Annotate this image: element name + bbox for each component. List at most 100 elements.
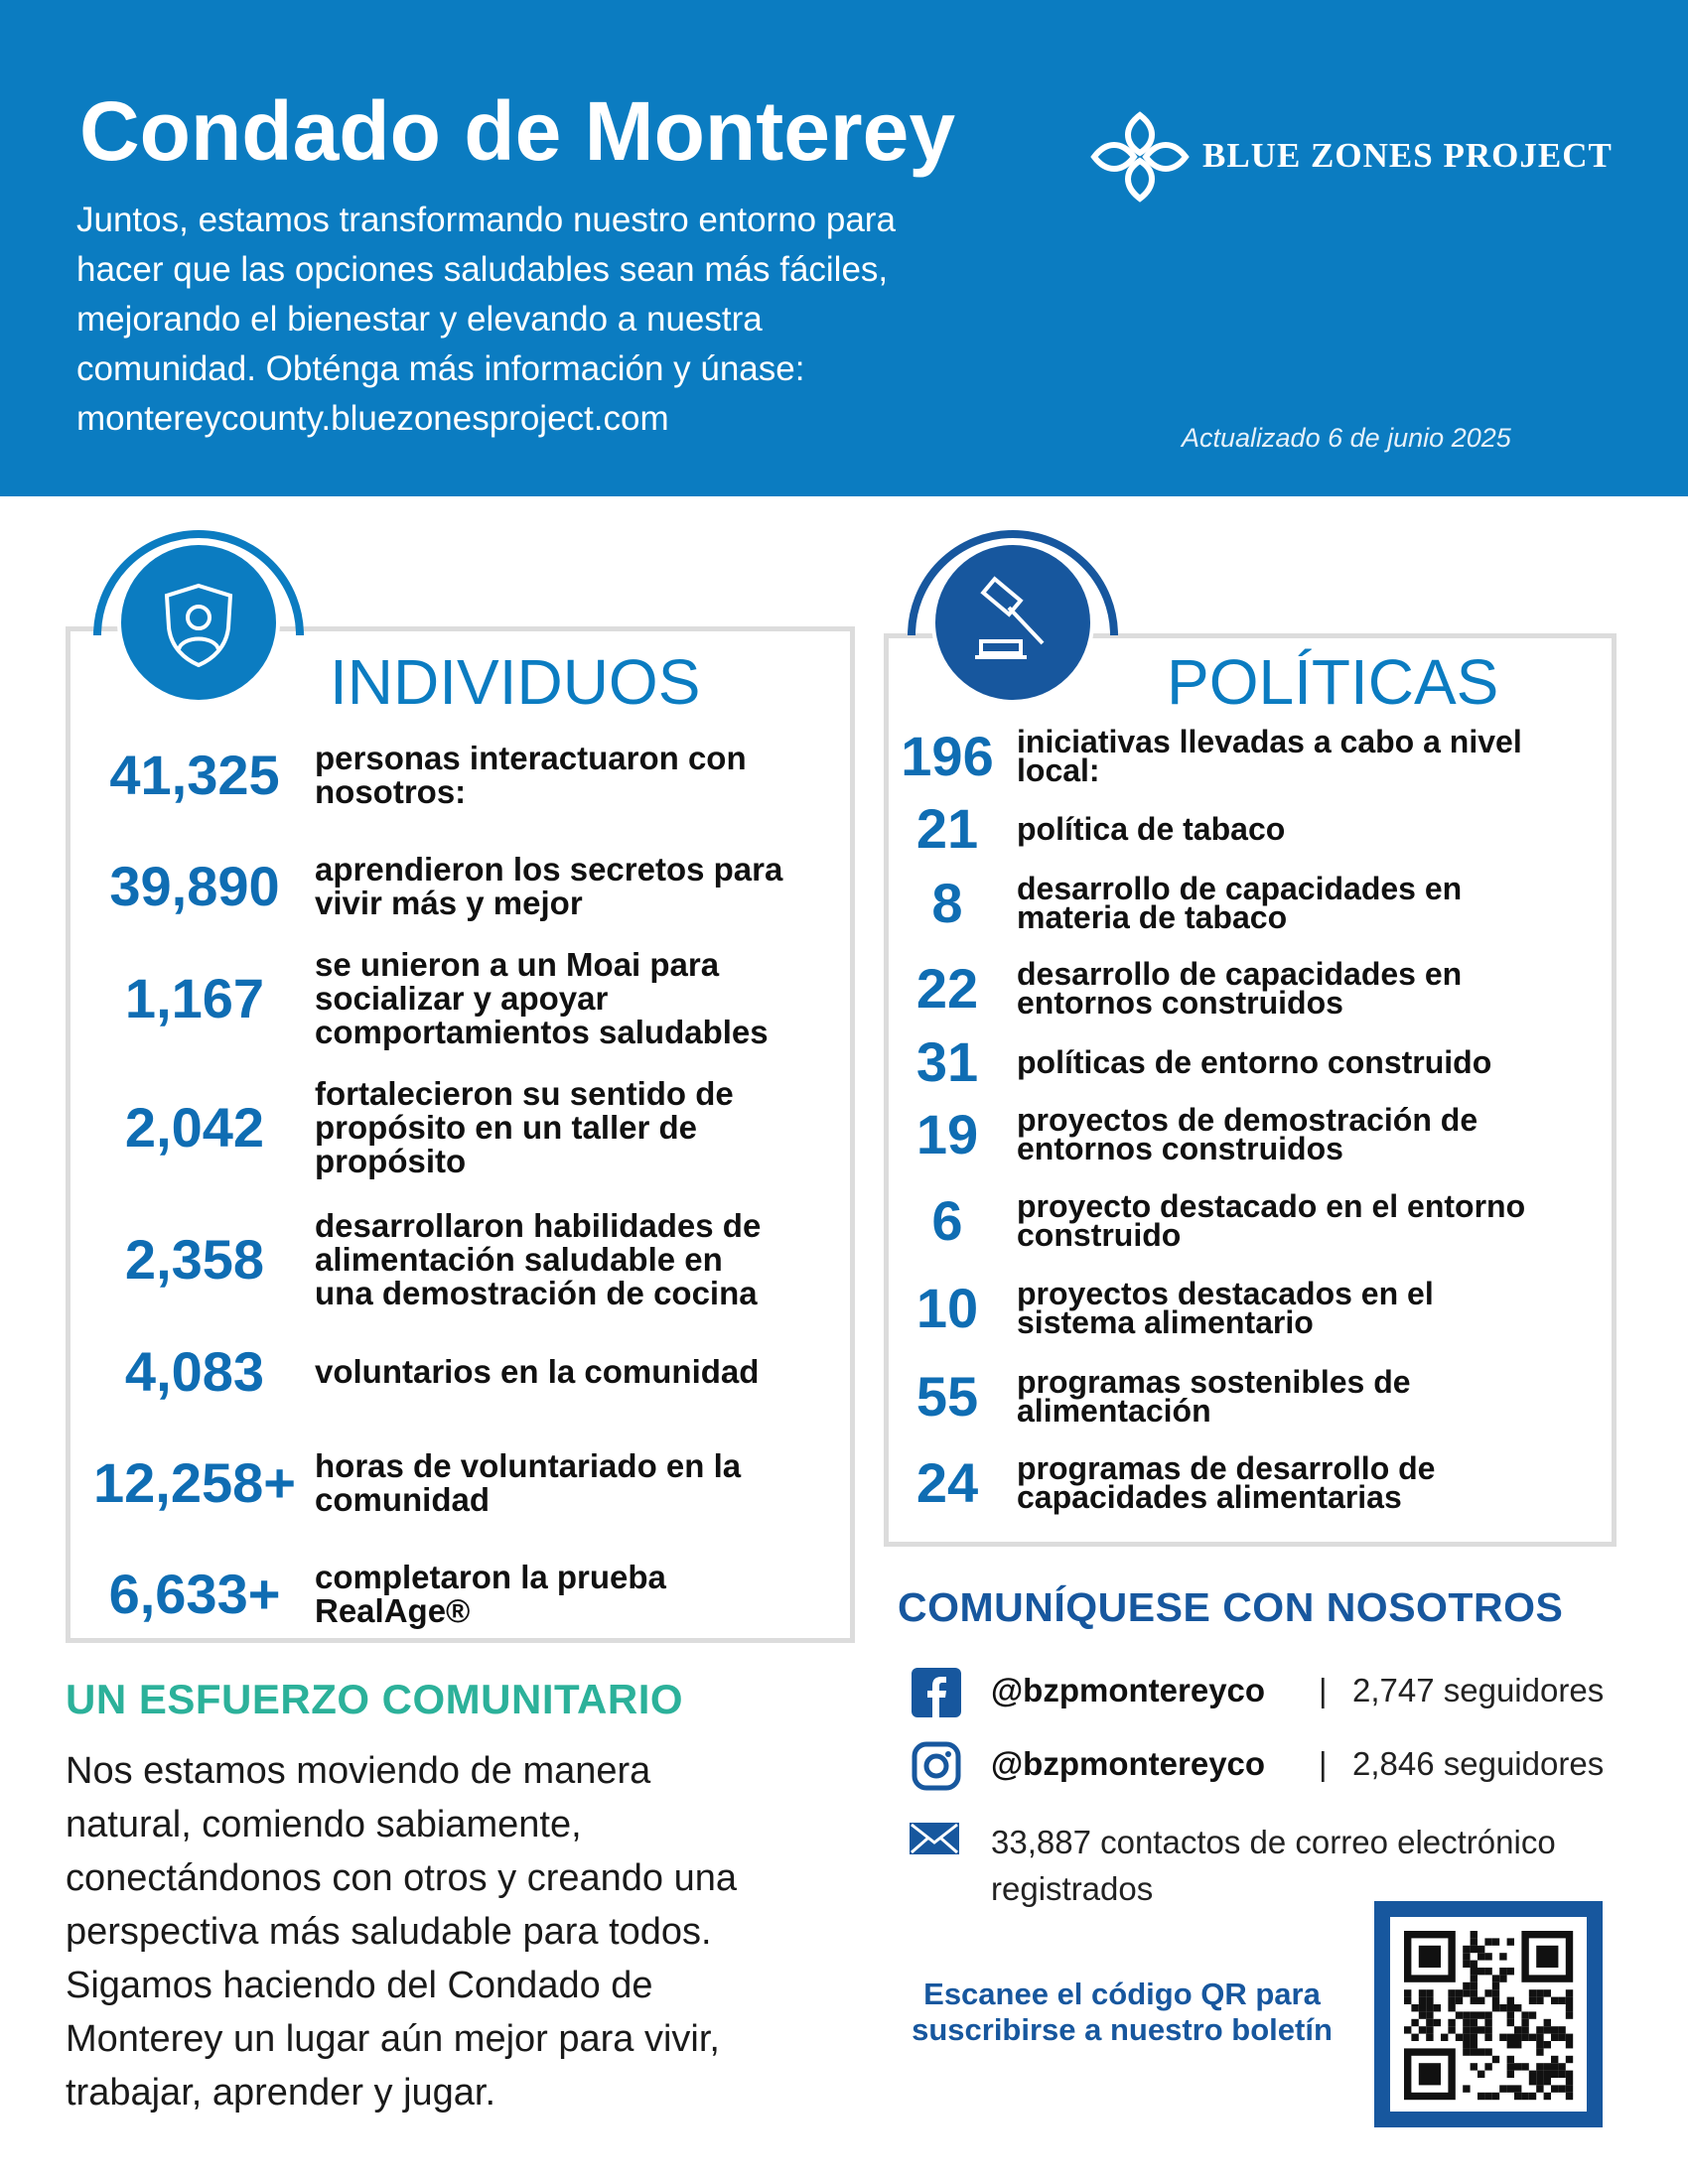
- qr-module: [1506, 1938, 1514, 1946]
- qr-module: [1477, 2070, 1485, 2078]
- policies-heading: POLÍTICAS: [1167, 646, 1499, 718]
- stat-text: construido: [1017, 1217, 1182, 1253]
- stat-number: 8: [931, 872, 963, 934]
- qr-module: [1536, 2070, 1544, 2078]
- qr-module: [1463, 2048, 1471, 2056]
- stat-number: 31: [915, 1030, 979, 1093]
- stat-text: proyectos destacados en el: [1017, 1276, 1434, 1311]
- stat-text: alimentación: [1017, 1393, 1211, 1429]
- qr-module: [1426, 1989, 1434, 1997]
- qr-module: [1551, 2055, 1559, 2064]
- qr-module: [1565, 2055, 1574, 2064]
- instagram-handle[interactable]: @bzpmontereyco: [991, 1745, 1266, 1782]
- updated-date: Actualizado 6 de junio 2025: [1182, 423, 1511, 453]
- qr-module: [1543, 2041, 1551, 2049]
- qr-module: [1565, 2004, 1574, 2012]
- qr-module: [1470, 1960, 1477, 1968]
- stat-text: propósito en un taller de: [315, 1109, 698, 1146]
- qr-module: [1536, 1945, 1559, 1968]
- qr-module: [1514, 2041, 1522, 2049]
- stat-number: 6: [931, 1189, 963, 1252]
- qr-module: [1536, 2026, 1544, 2034]
- qr-module: [1491, 1989, 1500, 1997]
- qr-module: [1543, 2026, 1551, 2034]
- stat-text: programas de desarrollo de: [1017, 1450, 1436, 1486]
- qr-module: [1463, 1989, 1471, 1997]
- qr-module: [1477, 2092, 1485, 2101]
- qr-module: [1455, 2011, 1464, 2019]
- community-line: perspectiva más saludable para todos.: [66, 1911, 712, 1953]
- qr-caption: Escanee el código QR para suscribirse a …: [874, 1977, 1370, 2048]
- qr-module: [1426, 2004, 1434, 2012]
- qr-module: [1470, 1989, 1477, 1997]
- qr-module: [1404, 2026, 1412, 2034]
- qr-module: [1491, 1996, 1500, 2004]
- qr-module: [1470, 2048, 1477, 2056]
- stat-text: programas sostenibles de: [1017, 1364, 1411, 1400]
- qr-module: [1491, 1975, 1500, 1982]
- qr-module: [1528, 2033, 1537, 2041]
- separator: |: [1319, 1672, 1328, 1708]
- qr-module: [1477, 1996, 1485, 2004]
- qr-module: [1448, 1996, 1456, 2004]
- individuals-box: [66, 626, 855, 1643]
- qr-module: [1536, 2033, 1544, 2041]
- stat-text: comunidad: [315, 1481, 491, 1518]
- qr-module: [1514, 2033, 1522, 2041]
- qr-module: [1411, 2033, 1419, 2041]
- facebook-handle[interactable]: @bzpmontereyco: [991, 1672, 1266, 1708]
- stat-text: completaron la prueba: [315, 1559, 666, 1595]
- qr-module: [1470, 2033, 1477, 2041]
- individuals-heading: INDIVIDUOS: [330, 646, 701, 718]
- qr-module: [1521, 2063, 1529, 2071]
- instagram-icon[interactable]: [912, 1741, 961, 1791]
- qr-module: [1411, 2018, 1419, 2027]
- qr-module: [1448, 2026, 1456, 2034]
- instagram-followers: 2,846 seguidores: [1352, 1745, 1605, 1782]
- qr-module: [1543, 2092, 1551, 2101]
- stat-number: 41,325: [109, 744, 280, 806]
- qr-module: [1536, 1989, 1544, 1997]
- stat-text: personas interactuaron con: [315, 740, 747, 776]
- individuals-icon: [93, 530, 304, 704]
- qr-module: [1470, 1975, 1477, 1982]
- stat-text: materia de tabaco: [1017, 899, 1288, 935]
- qr-module: [1491, 2092, 1500, 2101]
- qr-module: [1484, 2092, 1492, 2101]
- qr-module: [1551, 2070, 1559, 2078]
- stat-text: capacidades alimentarias: [1017, 1479, 1402, 1515]
- qr-module: [1418, 2004, 1427, 2012]
- qr-module: [1551, 2033, 1559, 2041]
- qr-code[interactable]: [1374, 1901, 1603, 2127]
- qr-module: [1514, 2026, 1522, 2034]
- stat-number: 22: [915, 957, 979, 1020]
- qr-module: [1506, 1968, 1514, 1976]
- qr-module: [1463, 1960, 1471, 1968]
- stat-text: entornos construidos: [1017, 985, 1343, 1021]
- email-text: 33,887 contactos de correo electrónico r…: [991, 1819, 1556, 1912]
- stat-number: 24: [915, 1451, 979, 1514]
- stat-text: entornos construidos: [1017, 1131, 1343, 1166]
- qr-module: [1565, 2070, 1574, 2078]
- description-line[interactable]: montereycounty.bluezonesproject.com: [76, 399, 669, 438]
- qr-module: [1463, 2018, 1471, 2027]
- qr-module: [1499, 2033, 1507, 2041]
- qr-module: [1551, 2026, 1559, 2034]
- qr-module: [1506, 2063, 1514, 2071]
- qr-module: [1441, 2033, 1449, 2041]
- qr-module: [1470, 2063, 1477, 2071]
- qr-module: [1506, 2085, 1514, 2093]
- facebook-icon[interactable]: [912, 1668, 961, 1717]
- stat-text: nosotros:: [315, 773, 467, 810]
- qr-module: [1484, 2048, 1492, 2056]
- qr-module: [1418, 2011, 1427, 2019]
- qr-module: [1506, 2004, 1514, 2012]
- separator: |: [1319, 1745, 1328, 1782]
- qr-module: [1463, 2011, 1471, 2019]
- qr-module: [1506, 2018, 1514, 2027]
- qr-module: [1565, 2011, 1574, 2019]
- qr-module: [1528, 2011, 1537, 2019]
- qr-module: [1470, 1945, 1477, 1954]
- stat-text: políticas de entorno construido: [1017, 1043, 1492, 1080]
- qr-module: [1551, 2085, 1559, 2093]
